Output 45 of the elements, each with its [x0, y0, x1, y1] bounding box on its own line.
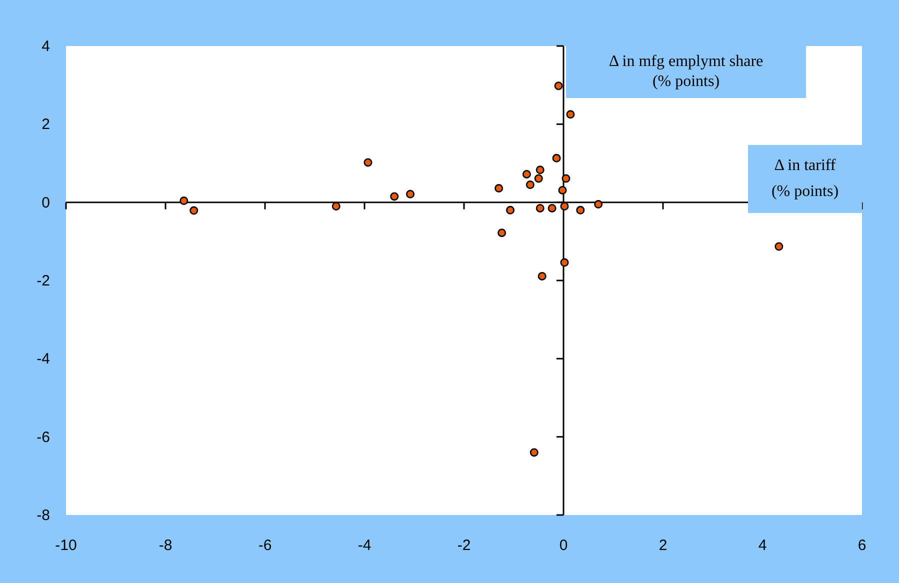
point [554, 82, 563, 90]
x-tick-label: -2 [457, 537, 471, 554]
point [364, 158, 372, 167]
x-tick-label: -8 [158, 537, 172, 554]
point [558, 186, 567, 194]
x-tick-label: 0 [559, 537, 568, 554]
point [774, 242, 784, 251]
y-axis-title: Δ in mfg emplymt share (% points) [608, 53, 764, 90]
point [190, 206, 198, 215]
point [560, 202, 569, 210]
point [566, 110, 575, 119]
point [552, 154, 561, 162]
point [538, 272, 546, 280]
point [534, 174, 543, 183]
point [506, 206, 515, 214]
point [562, 174, 570, 183]
y-tick-label: -8 [36, 507, 50, 524]
point [576, 206, 585, 214]
y-tick-label: 2 [42, 116, 50, 134]
point [390, 192, 399, 201]
y-tick-label: -6 [36, 428, 50, 446]
point [180, 196, 188, 206]
point [594, 200, 603, 209]
x-tick-label: -6 [258, 537, 272, 554]
x-tick-label: -4 [358, 537, 372, 554]
point [536, 204, 544, 212]
x-tick-label: 4 [758, 537, 767, 554]
point [332, 202, 340, 210]
point [498, 228, 506, 238]
x-axis-title: Δ in tariff (% points) [771, 157, 839, 200]
y-tick-label: -4 [36, 350, 50, 368]
point [494, 184, 504, 193]
point [406, 190, 415, 198]
point [526, 180, 534, 189]
point [536, 166, 544, 174]
point [530, 448, 538, 457]
point [548, 204, 556, 212]
point [522, 170, 531, 178]
x-tick-label: 6 [858, 537, 866, 554]
y-tick-label: -2 [36, 272, 50, 290]
x-tick-label: -10 [55, 537, 77, 554]
y-tick-label: 0 [42, 194, 50, 212]
y-tick-label: 4 [42, 38, 50, 55]
point [560, 258, 569, 267]
x-tick-label: 2 [658, 537, 668, 554]
